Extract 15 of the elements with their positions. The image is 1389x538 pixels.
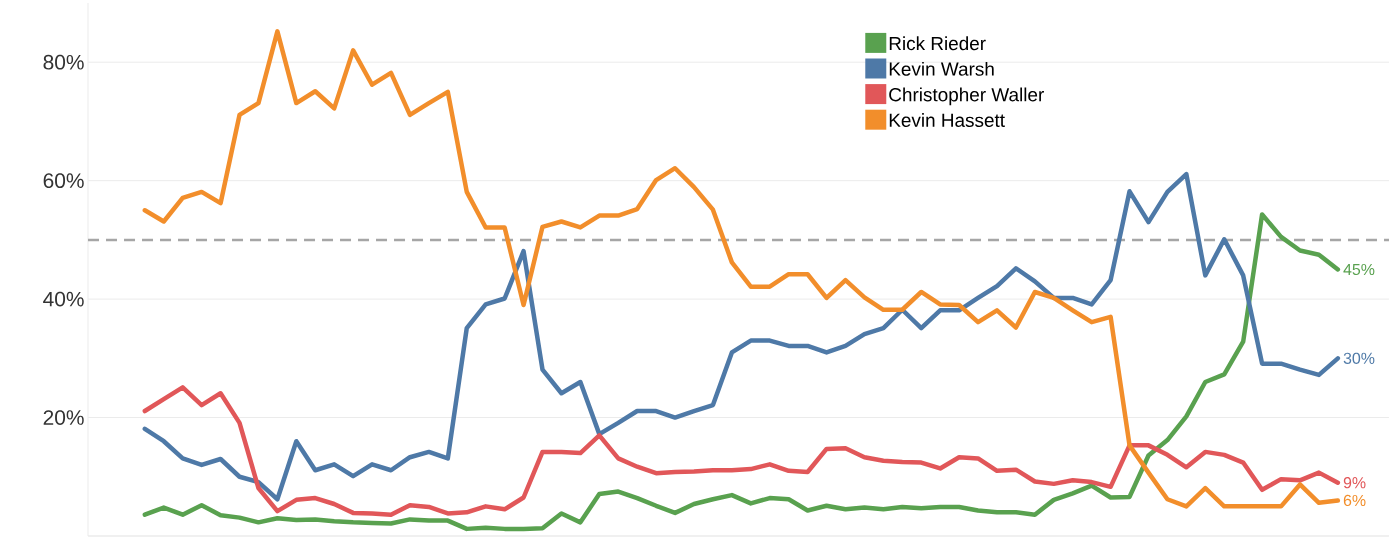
line-series — [142, 171, 1341, 502]
legend-label: Kevin Hassett — [889, 113, 1005, 127]
legend-label: Kevin Warsh — [889, 61, 994, 76]
y-tick-label: 20% — [43, 410, 84, 425]
y-tick-label: 40% — [43, 291, 84, 307]
line-series — [142, 385, 1341, 517]
legend-label: Christopher Waller — [889, 87, 1044, 106]
data-label: 45% — [1343, 263, 1375, 276]
data-label: 6% — [1343, 494, 1366, 507]
y-tick-label: 80% — [43, 54, 84, 70]
legend-label: Rick Rieder — [889, 36, 986, 51]
line-series — [142, 212, 1341, 532]
data-label: 30% — [1343, 352, 1375, 364]
y-tick-label: 60% — [43, 173, 84, 189]
data-label: 9% — [1343, 477, 1366, 489]
